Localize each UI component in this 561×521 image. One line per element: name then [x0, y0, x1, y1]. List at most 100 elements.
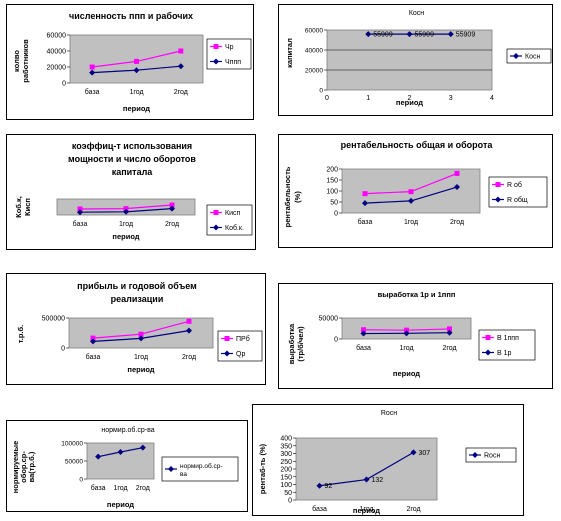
legend-label: ПРб — [236, 335, 250, 343]
plot-area — [295, 437, 438, 501]
y-axis-label: колво — [12, 50, 21, 72]
data-point — [186, 327, 192, 334]
y-tick-label: 500000 — [42, 316, 65, 323]
x-tick-label: 1год — [129, 89, 143, 96]
legend-label: Rосн — [484, 453, 500, 460]
plot-area — [326, 29, 493, 91]
legend-marker — [224, 336, 230, 341]
x-tick-label: 2год — [442, 345, 456, 352]
legend-label: R общ — [507, 196, 528, 204]
chart-workers-headcount: численность ппп и рабочих 0 20000 40000 6000… — [6, 4, 254, 120]
x-tick-label: 1год — [399, 345, 413, 352]
data-point — [77, 209, 83, 216]
x-tick-label: база — [356, 344, 371, 352]
y-tick-label: 0 — [288, 498, 292, 505]
y-axis-label: т.р.б. — [16, 325, 25, 343]
x-axis-label: период — [112, 232, 139, 241]
chart-title: капитала — [112, 167, 154, 177]
y-tick-label: 150 — [280, 474, 292, 481]
y-axis-label: нормируемые — [11, 441, 20, 494]
y-axis-label: (%) — [293, 191, 302, 203]
chart-working-capital-svg: нормир.об.ср-ва 0 50000 100000 база 1год 2год п… — [11, 426, 239, 509]
data-point — [406, 31, 413, 38]
chart-profitability-svg: рентабельность общая и оборота 0 50 100 150 2… — [283, 140, 548, 227]
x-tick-label: база — [358, 218, 373, 226]
data-point — [77, 206, 83, 212]
data-point — [123, 208, 129, 215]
data-point — [410, 449, 417, 456]
chart-title: прибыль и годовой объем — [77, 281, 197, 291]
chart-title: коэффиц-т использования — [72, 141, 192, 151]
chart-capacity-turnover: коэффиц-т использования мощности и число … — [6, 134, 256, 250]
y-axis-label: капитал — [285, 38, 294, 68]
legend-marker — [213, 224, 219, 231]
x-tick-label: 4 — [490, 95, 494, 102]
legend-label: Чппп — [225, 59, 241, 66]
data-point — [89, 69, 96, 76]
y-tick-label: 0 — [62, 81, 66, 88]
data-point — [178, 48, 184, 54]
y-tick-label: 0 — [319, 88, 323, 95]
y-axis-label: ва(тр.б.) — [27, 451, 36, 482]
x-axis-label: период — [107, 500, 134, 509]
chart-roa: Rосн 0 50 100 150 200 250 300 350 400 база 1год 2год… — [252, 404, 524, 516]
x-axis-label: период — [393, 369, 420, 378]
data-point — [454, 170, 460, 176]
x-tick-label: 2год — [174, 89, 188, 96]
x-tick-label: 0 — [325, 95, 329, 102]
y-tick-label: 0 — [334, 337, 338, 344]
legend-label: В 1р — [497, 350, 512, 357]
data-point — [454, 184, 460, 191]
data-point — [362, 191, 368, 197]
chart-title: выработка 1р и 1ппп — [378, 290, 456, 299]
y-tick-label: 100000 — [61, 441, 83, 448]
y-tick-label: 50000 — [65, 459, 83, 466]
x-tick-label: 2год — [136, 485, 150, 492]
data-point — [138, 335, 144, 342]
y-axis-label: работников — [21, 39, 30, 83]
y-tick-label: 40000 — [47, 49, 67, 56]
legend-label: R об — [507, 181, 522, 189]
data-label: 55909 — [456, 32, 476, 39]
y-tick-label: 100 — [326, 189, 338, 196]
chart-output: выработка 1р и 1ппп 0 50000 база 1год 2год пер… — [278, 283, 553, 389]
y-axis-label: (тр/б/чел) — [296, 326, 305, 362]
data-point — [186, 318, 192, 324]
x-tick-label: база — [85, 88, 100, 96]
y-tick-label: 400 — [280, 436, 292, 443]
chart-profit-sales-svg: прибыль и годовой объем реализации 0 500000… — [16, 281, 263, 374]
y-axis-label: Коб.к, — [14, 196, 23, 218]
chart-working-capital: нормир.об.ср-ва 0 50000 100000 база 1год 2год п… — [6, 420, 248, 512]
data-point — [447, 326, 452, 332]
legend-box — [506, 48, 552, 64]
y-tick-label: 0 — [334, 211, 338, 218]
data-point — [95, 453, 102, 460]
y-tick-label: 60000 — [305, 28, 323, 35]
y-tick-label: 50 — [330, 200, 338, 207]
y-tick-label: 50 — [284, 490, 292, 497]
x-tick-label: 1 — [366, 95, 370, 102]
chart-output-svg: выработка 1р и 1ппп 0 50000 база 1год 2год пер… — [287, 290, 536, 378]
y-tick-label: 200 — [280, 467, 292, 474]
legend-marker — [485, 349, 491, 356]
chart-profitability: рентабельность общая и оборота 0 50 100 150 2… — [278, 134, 553, 248]
legend-marker — [485, 335, 491, 340]
data-point — [90, 338, 96, 345]
data-point — [316, 482, 323, 489]
x-tick-label: база — [86, 353, 101, 361]
legend-label: Косн — [525, 54, 540, 61]
y-tick-label: 40000 — [305, 48, 323, 55]
data-label: 307 — [419, 450, 431, 457]
data-point — [89, 64, 95, 70]
data-point — [408, 197, 414, 204]
y-tick-label: 200 — [326, 167, 338, 174]
y-tick-label: 20000 — [305, 68, 323, 75]
data-label: 55909 — [373, 32, 393, 39]
chart-title: Косн — [409, 10, 424, 17]
y-tick-label: 50000 — [319, 316, 339, 323]
data-label: 132 — [372, 477, 384, 484]
legend-marker — [495, 182, 501, 187]
x-axis-label: период — [127, 365, 154, 374]
data-point — [133, 67, 140, 74]
chart-title: рентабельность общая и оборота — [341, 140, 494, 150]
